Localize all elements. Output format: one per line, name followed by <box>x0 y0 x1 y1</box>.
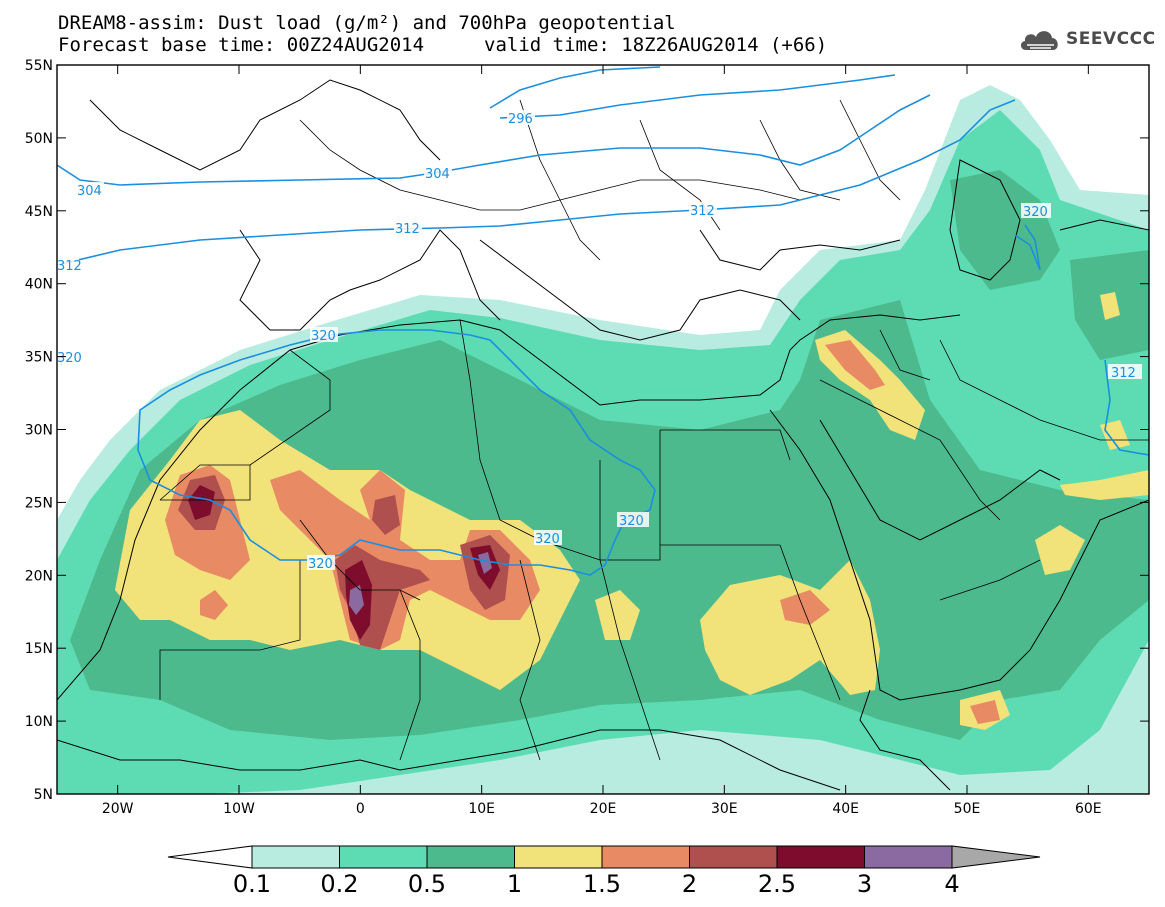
colorbar-swatch <box>339 845 428 869</box>
svg-text:320: 320 <box>535 532 560 547</box>
dust-level-1 <box>595 590 640 640</box>
lat-tick-label: 5N <box>34 787 53 803</box>
lon-tick-label: 10W <box>223 801 255 817</box>
svg-text:320: 320 <box>1023 205 1048 220</box>
lat-tick-label: 55N <box>25 58 53 74</box>
svg-text:320: 320 <box>311 329 336 344</box>
dust-level-1.5 <box>200 590 228 620</box>
dust-level-3 <box>349 585 364 615</box>
lat-tick-label: 50N <box>25 131 53 147</box>
colorbar-swatch <box>514 845 603 869</box>
dust-level-1 <box>1035 525 1085 575</box>
svg-text:312: 312 <box>57 259 82 274</box>
lat-tick-label: 45N <box>25 204 53 220</box>
dust-level-1.5 <box>270 470 540 650</box>
colorbar-swatch <box>776 845 865 869</box>
svg-text:296: 296 <box>508 112 533 127</box>
longitude-axis: 20W 10W 0 10E 20E 30E 40E 50E 60E <box>102 65 1102 817</box>
lon-tick-label: 10E <box>468 801 495 817</box>
contour-labels: 296 304 304 312 312 312 312 320 320 320 … <box>57 112 1136 572</box>
forecast-time-line: Forecast base time: 00Z24AUG2014 valid ti… <box>58 34 827 56</box>
dust-level-1.5 <box>970 700 1000 724</box>
colorbar-under-triangle <box>167 845 253 869</box>
lon-tick-label: 0 <box>356 801 365 817</box>
dust-level-1 <box>1100 292 1120 320</box>
dust-level-2 <box>372 495 400 535</box>
map-title: DREAM8-assim: Dust load (g/m²) and 700hP… <box>58 12 676 34</box>
base-time: Forecast base time: 00Z24AUG2014 <box>58 34 425 56</box>
dust-field: 296 304 304 312 312 312 312 320 320 320 … <box>57 65 1149 794</box>
lat-tick-label: 10N <box>25 714 53 730</box>
colorbar-label: 0.2 <box>320 870 358 898</box>
lon-tick-label: 20E <box>590 801 617 817</box>
valid-time: valid time: 18Z26AUG2014 (+66) <box>484 34 828 56</box>
colorbar-label: 4 <box>944 870 959 898</box>
colorbar-swatch <box>601 845 690 869</box>
lat-tick-label: 30N <box>25 423 53 439</box>
dust-level-2.5 <box>188 485 215 520</box>
lat-tick-label: 25N <box>25 495 53 511</box>
svg-text:312: 312 <box>690 204 715 219</box>
colorbar-label: 3 <box>857 870 872 898</box>
colorbar: 0.1 0.2 0.5 1 1.5 2 2.5 3 4 <box>167 845 1041 898</box>
svg-text:320: 320 <box>57 351 82 366</box>
svg-text:320: 320 <box>308 557 333 572</box>
colorbar-swatch <box>426 845 515 869</box>
lat-tick-label: 20N <box>25 568 53 584</box>
colorbar-over-triangle <box>951 845 1041 869</box>
dust-level-1 <box>1100 420 1130 450</box>
seevccc-logo: SEEVCCC <box>1018 24 1156 54</box>
lon-tick-label: 20W <box>102 801 134 817</box>
colorbar-label: 0.1 <box>233 870 271 898</box>
colorbar-swatch <box>689 845 778 869</box>
svg-text:304: 304 <box>425 167 450 182</box>
lon-tick-label: 40E <box>832 801 859 817</box>
svg-text:312: 312 <box>1111 366 1136 381</box>
dust-level-1 <box>700 560 880 695</box>
colorbar-swatch <box>864 845 953 869</box>
coastlines <box>57 79 1149 791</box>
colorbar-swatch <box>251 845 340 869</box>
latitude-axis: 55N 50N 45N 40N 35N 30N 25N 20N 15N 10N 5N <box>25 58 1149 803</box>
colorbar-label: 0.5 <box>408 870 446 898</box>
colorbar-label: 1 <box>507 870 522 898</box>
dust-level-0.5 <box>950 170 1060 290</box>
svg-text:320: 320 <box>619 514 644 529</box>
lon-tick-label: 30E <box>711 801 738 817</box>
geopotential-contours <box>57 66 1149 576</box>
lat-tick-label: 40N <box>25 277 53 293</box>
dust-level-1.5 <box>825 340 885 390</box>
cloud-icon <box>1020 31 1058 50</box>
colorbar-label: 1.5 <box>583 870 621 898</box>
lon-tick-label: 50E <box>954 801 981 817</box>
colorbar-label: 2 <box>682 870 697 898</box>
svg-text:304: 304 <box>77 184 102 199</box>
lat-tick-label: 35N <box>25 350 53 366</box>
dust-level-1 <box>1060 470 1149 500</box>
lat-tick-label: 15N <box>25 641 53 657</box>
dust-level-3 <box>478 552 492 574</box>
colorbar-label: 2.5 <box>758 870 796 898</box>
logo-text: SEEVCCC <box>1066 29 1156 49</box>
svg-text:312: 312 <box>395 222 420 237</box>
dust-level-1.5 <box>780 590 830 625</box>
lon-tick-label: 60E <box>1075 801 1102 817</box>
